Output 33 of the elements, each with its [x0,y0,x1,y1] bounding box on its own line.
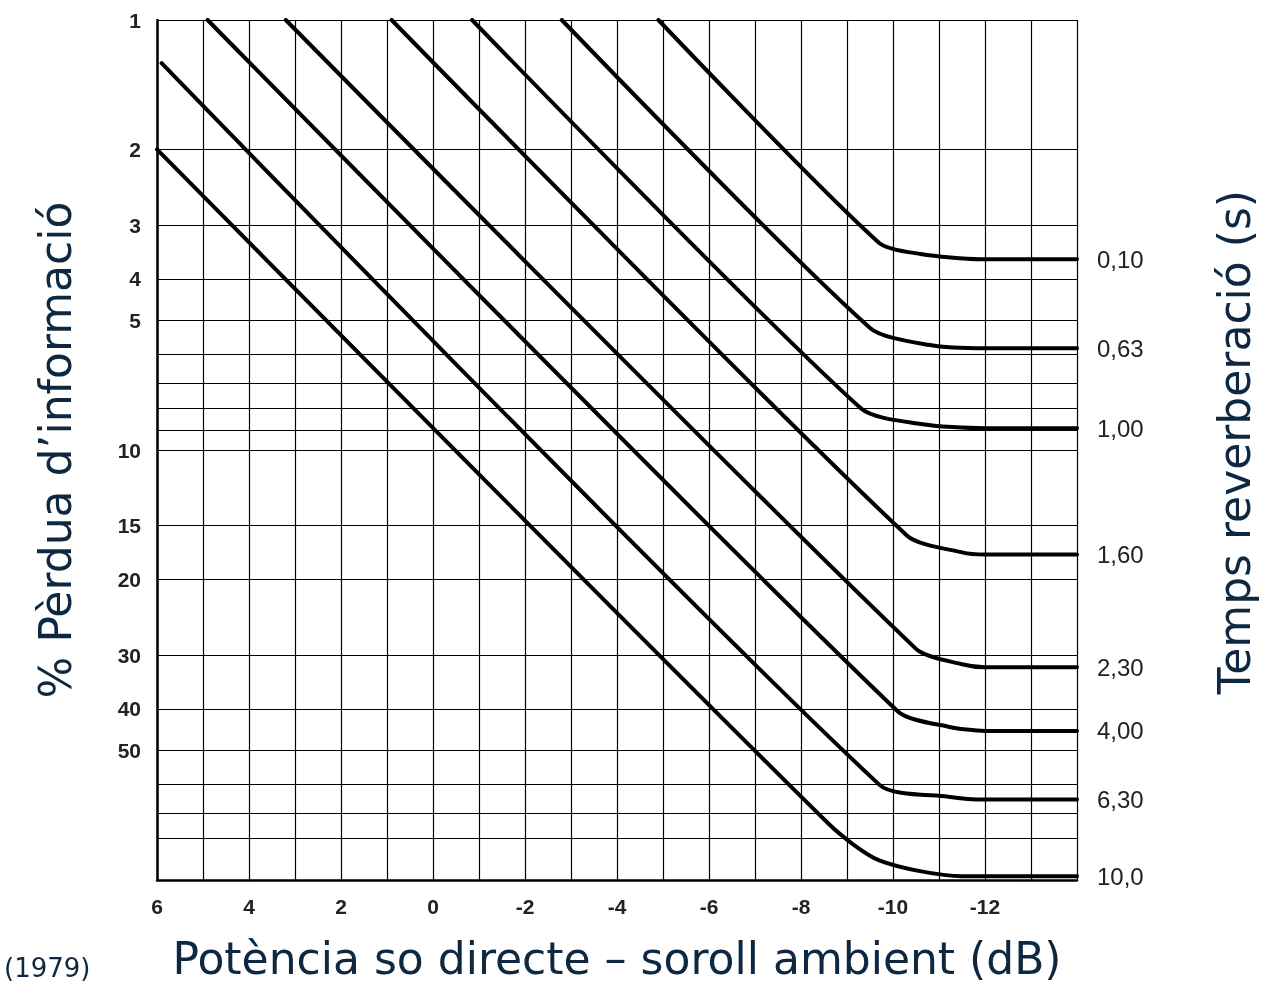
series-label: 1,60 [1097,541,1144,569]
y-tick-label: 15 [117,514,142,538]
x-tick-label: -10 [877,895,909,918]
y2-axis-title: Temps reverberació (s) [1208,189,1260,696]
y-tick-label: 2 [129,137,141,161]
x-axis-title: Potència so directe – soroll ambient (dB) [172,932,1062,984]
x-tick-label: 6 [151,895,163,918]
y-axis-title: % Pèrdua d’informació [29,201,81,699]
y-tick-label: 5 [129,309,142,333]
x-tick-label: -8 [791,895,811,918]
y-tick-label: 10 [117,438,141,462]
x-tick-label: -2 [515,895,535,918]
series-label: 10,0 [1097,862,1144,890]
x-tick-label: 2 [335,895,347,918]
series-label: 0,10 [1097,245,1144,273]
x-tick-label: -12 [969,895,1001,918]
y-tick-label: 1 [129,8,142,32]
series-label: 4,00 [1097,717,1144,745]
x-tick-label: -4 [607,895,627,918]
x-tick-label: 4 [243,895,256,918]
y-tick-label: 20 [117,567,141,591]
x-tick-label: 0 [427,895,439,918]
series-label: 6,30 [1097,786,1144,814]
y-tick-label: 30 [117,643,141,667]
y-tick-label: 4 [129,267,142,291]
series-label: 0,63 [1097,334,1144,362]
series-label: 2,30 [1097,653,1144,681]
y-tick-label: 50 [117,739,141,763]
x-tick-label: -6 [699,895,719,918]
series-label: 1,00 [1097,414,1144,442]
y-tick-label: 40 [117,697,141,721]
y-tick-label: 3 [129,213,141,237]
text: (1979) [4,953,91,983]
